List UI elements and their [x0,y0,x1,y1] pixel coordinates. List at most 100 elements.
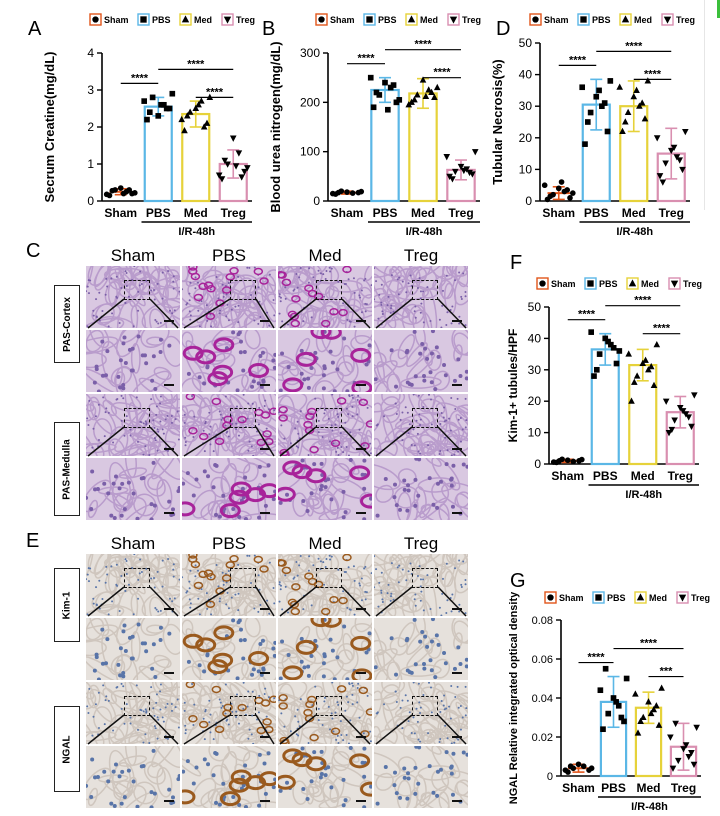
legend-label: Med [641,279,659,289]
data-point [578,456,585,463]
data-point [556,458,563,464]
legend-label: PBS [607,593,626,603]
legend-label: Sham [330,15,355,25]
zoom-lines [87,586,179,617]
legend-marker [449,16,458,24]
data-point [633,86,640,93]
legend-marker [678,594,687,602]
data-point [662,398,670,405]
y-tick-label: 100 [300,145,320,159]
row-label-pas-cortex: PAS-Cortex [54,285,80,363]
legend-box [315,13,328,26]
data-point [186,108,194,115]
edge-marker [717,0,720,18]
x-tick-label: Med [637,781,661,795]
y-tick-label: 0.06 [532,654,553,666]
bar-med [408,92,438,203]
chart-legend: Sham PBS Med Treg [89,13,255,26]
scale-bar [452,512,462,514]
data-point [120,190,127,197]
y-tick-label: 2 [87,120,94,134]
data-point [414,91,421,98]
y-tick-label: 50 [528,300,542,314]
pas-tile-r3-c1 [86,394,180,456]
legend-item-sham: Sham [529,13,569,26]
chart-legend: Sham PBS Med Treg [315,13,481,26]
zoom-region-box [124,408,150,428]
legend-label: PBS [592,15,611,25]
legend-item-pbs: PBS [584,277,618,290]
data-point [669,765,677,772]
legend-box [536,277,549,290]
data-point [569,190,576,196]
data-point [575,761,582,768]
data-point [688,423,695,431]
scale-bar [260,448,270,450]
legend-marker [223,16,232,24]
data-point [235,150,243,157]
row-label-pas-medulla: PAS-Medulla [54,422,80,516]
data-point [601,100,608,106]
data-point [676,404,684,412]
data-point [618,714,625,721]
data-point [117,185,124,191]
x-tick-label: Sham [104,206,137,220]
data-point [422,92,430,99]
zoom-region-box [316,568,342,588]
data-point [588,329,595,335]
significance-label: **** [578,309,596,321]
scale-bar [452,384,462,386]
legend-item-med: Med [619,13,652,26]
data-point [591,373,597,379]
legend-marker [532,16,539,23]
x-tick-label: Treg [668,469,693,483]
x-tick-label: Sham [542,206,575,220]
scale-bar [356,736,366,738]
data-point [158,101,164,108]
data-point [382,79,388,86]
data-point [215,172,223,179]
data-point [396,97,403,103]
legend-item-sham: Sham [536,277,576,290]
scale-bar [452,320,462,322]
significance-label: **** [587,652,605,664]
legend-item-treg: Treg [668,277,702,290]
data-point [593,366,600,373]
data-point [428,88,435,96]
data-point [221,157,229,165]
data-point [431,93,438,100]
legend-marker [539,280,546,287]
y-tick-label: 20 [519,131,533,145]
data-point [558,179,565,185]
chart-tubular-necrosis: Sham PBS Med Treg 0 10 20 30 40 50 Tubular Necrosi… [490,13,695,235]
legend-box [619,13,632,26]
data-point [613,360,620,367]
row-label-kim1: Kim-1 [54,568,80,642]
significance-label: **** [206,86,224,98]
legend-box [363,13,376,26]
zoom-region-box [124,568,150,588]
legend-item-med: Med [634,591,667,604]
ihc-tile-r4-c1 [86,746,180,808]
scale-bar [164,512,174,514]
zoom-region-box [412,408,438,428]
chart-legend: Sham PBS Med Treg [529,13,695,26]
data-point [690,761,698,769]
legend-box [447,13,460,26]
bar-pbs [590,348,620,466]
legend-item-pbs: PBS [137,13,171,26]
scale-bar [452,736,462,738]
x-tick-label: Med [184,206,208,220]
data-point [634,729,642,736]
data-point [224,161,231,168]
data-point [676,157,683,164]
legend-marker [587,280,594,287]
data-point [632,690,639,697]
data-point [126,187,133,193]
legend-marker [547,594,554,601]
data-point [411,96,418,103]
data-point [682,742,690,749]
data-point [616,83,623,90]
legend-label: PBS [152,15,171,25]
y-tick-label: 1 [87,157,94,171]
